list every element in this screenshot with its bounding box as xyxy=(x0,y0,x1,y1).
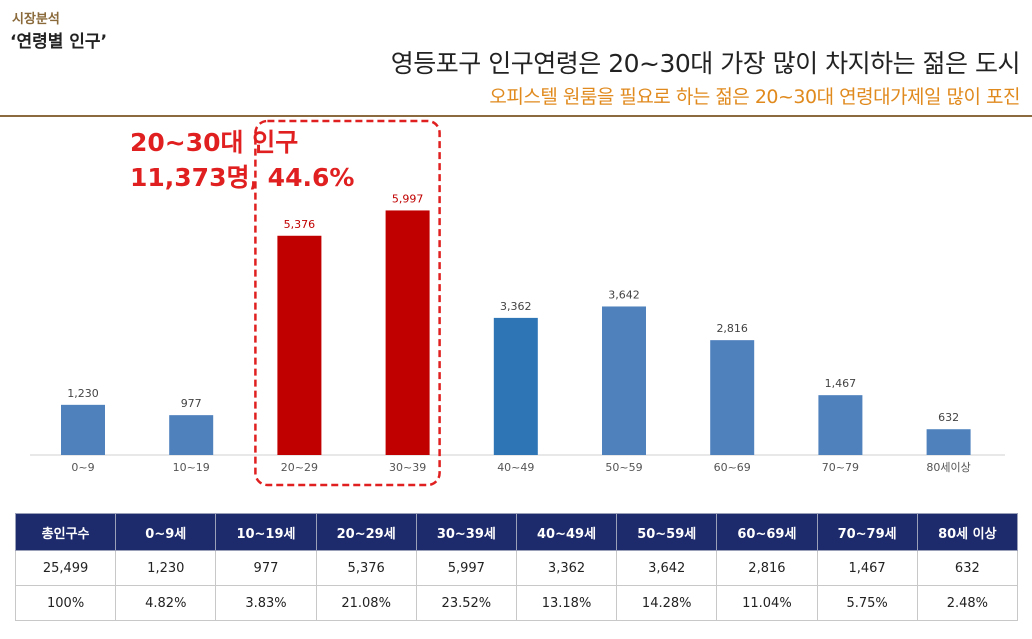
table-cell: 11.04% xyxy=(716,585,818,621)
table-row: 100% 4.82% 3.83% 21.08% 23.52% 13.18% 14.28% 11… xyxy=(14,585,1019,621)
data-label: 1,230 xyxy=(67,387,99,400)
data-label: 5,997 xyxy=(392,192,424,205)
table-cell: 3,362 xyxy=(515,550,618,586)
table-header-row: 총인구수 0~9세 10~19세 20~29세 30~39세 40~49세 50~59세 60… xyxy=(14,513,1019,551)
bar xyxy=(385,210,430,455)
table-cell: 3,642 xyxy=(616,550,718,586)
table-cell: 5.75% xyxy=(816,585,918,621)
highlight-box xyxy=(254,119,441,487)
category-label: 80세이상 xyxy=(926,461,970,474)
category-label: 70~79 xyxy=(822,461,859,474)
table-cell: 2,816 xyxy=(716,550,818,586)
subheadline: 오피스텔 원룸을 필요로 하는 젊은 20~30대 연령대가제일 많이 포진 xyxy=(489,86,1020,108)
data-label: 2,816 xyxy=(716,322,748,335)
bar xyxy=(818,395,863,455)
table-cell: 632 xyxy=(916,550,1019,586)
highlight-value: 11,373명, 44.6% xyxy=(130,163,354,192)
category-label: 0~9 xyxy=(71,461,94,474)
table-cell: 977 xyxy=(215,550,317,586)
bar xyxy=(602,306,646,455)
section-title: ‘연령별 인구’ xyxy=(10,32,108,52)
table-header-cell: 10~19세 xyxy=(215,513,317,551)
table-cell: 100% xyxy=(14,585,117,621)
table-header-cell: 0~9세 xyxy=(115,513,217,551)
bar xyxy=(926,429,971,455)
table-header-cell: 20~29세 xyxy=(315,513,417,551)
table-cell: 23.52% xyxy=(415,585,517,621)
category-label: 10~19 xyxy=(173,461,210,474)
header-divider xyxy=(0,115,1032,117)
category-label: 50~59 xyxy=(605,461,642,474)
table-header-cell: 40~49세 xyxy=(515,513,618,551)
data-label: 3,642 xyxy=(608,288,640,301)
table-header-cell: 70~79세 xyxy=(816,513,918,551)
table-cell: 1,230 xyxy=(115,550,217,586)
data-label: 5,376 xyxy=(284,218,316,231)
headline: 영등포구 인구연령은 20~30대 가장 많이 차지하는 젊은 도시 xyxy=(390,49,1021,78)
age-bar-chart: 1,230 0~9 977 10~19 5,376 20~29 5,997 30~39 3,36… xyxy=(30,119,1005,487)
table-cell: 13.18% xyxy=(515,585,618,621)
data-label: 977 xyxy=(181,397,202,410)
table-cell: 2.48% xyxy=(916,585,1019,621)
table-cell: 21.08% xyxy=(315,585,417,621)
data-label: 3,362 xyxy=(500,300,532,313)
highlight-title: 20~30대 인구 xyxy=(130,128,298,157)
data-label: 632 xyxy=(938,411,959,424)
table-header-cell: 총인구수 xyxy=(14,513,117,551)
table-row: 25,499 1,230 977 5,376 5,997 3,362 3,642 2,816 1… xyxy=(14,550,1019,586)
category-label: 40~49 xyxy=(497,461,534,474)
category-label: 60~69 xyxy=(714,461,751,474)
table-header-cell: 60~69세 xyxy=(716,513,818,551)
table-cell: 5,376 xyxy=(315,550,417,586)
bar xyxy=(61,404,105,455)
table-cell: 1,467 xyxy=(816,550,918,586)
table-header-cell: 30~39세 xyxy=(415,513,517,551)
data-label: 1,467 xyxy=(825,377,857,390)
table-cell: 4.82% xyxy=(115,585,217,621)
table-cell: 14.28% xyxy=(616,585,718,621)
bar xyxy=(277,235,322,455)
table-cell: 3.83% xyxy=(215,585,317,621)
bar xyxy=(493,317,538,455)
table-header-cell: 50~59세 xyxy=(616,513,718,551)
bar xyxy=(710,340,755,455)
section-label: 시장분석 xyxy=(12,12,60,27)
table-header-cell: 80세 이상 xyxy=(916,513,1019,551)
bar xyxy=(169,415,214,455)
category-label: 20~29 xyxy=(281,461,318,474)
table-cell: 25,499 xyxy=(14,550,117,586)
population-table: 총인구수 0~9세 10~19세 20~29세 30~39세 40~49세 50~59세 60… xyxy=(14,513,1019,621)
table-cell: 5,997 xyxy=(415,550,517,586)
category-label: 30~39 xyxy=(389,461,426,474)
